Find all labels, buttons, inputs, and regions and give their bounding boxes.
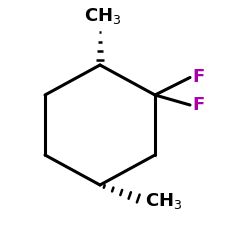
Text: CH$_3$: CH$_3$ (145, 191, 182, 211)
Text: CH$_3$: CH$_3$ (84, 6, 121, 26)
Text: F: F (192, 68, 205, 86)
Text: F: F (192, 96, 205, 114)
